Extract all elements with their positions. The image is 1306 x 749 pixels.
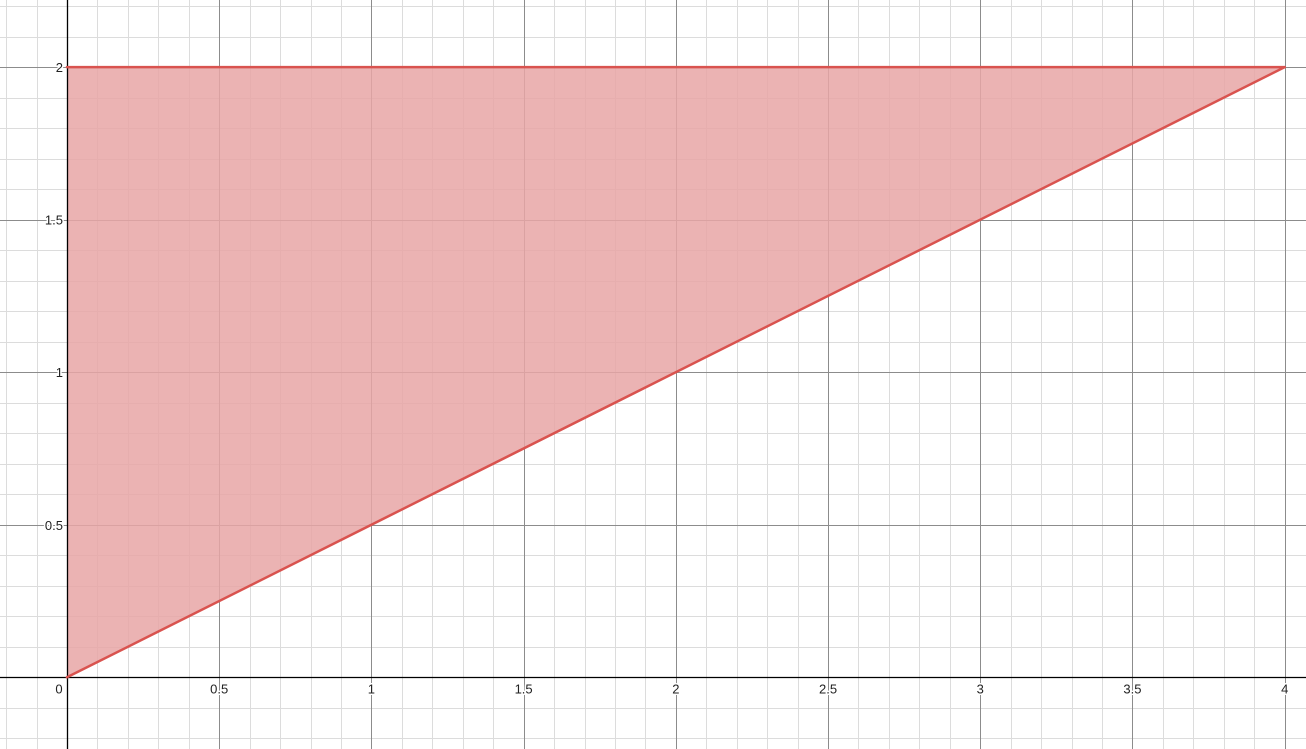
series-line-1 (65, 65, 1286, 679)
x-tick-label: 1 (368, 681, 375, 696)
y-tick-label: 2 (56, 60, 63, 75)
y-tick-labels: 0.5 1 1.5 2 (43, 59, 64, 535)
x-tick-labels: 0 0.5 1 1.5 2 2.5 3 3.5 4 (54, 680, 1290, 698)
y-tick-label: 1.5 (45, 213, 63, 228)
series-lines (65, 65, 1286, 679)
x-tick-label: 2 (672, 681, 679, 696)
x-tick-label: 3.5 (1123, 681, 1141, 696)
x-tick-label: 2.5 (819, 681, 837, 696)
y-tick-label: 0.5 (45, 518, 63, 533)
x-tick-label: 0 (55, 681, 62, 696)
x-tick-label: 4 (1281, 681, 1288, 696)
x-tick-label: 3 (977, 681, 984, 696)
x-tick-label: 1.5 (515, 681, 533, 696)
y-tick-label: 1 (56, 365, 63, 380)
x-tick-label: 0.5 (210, 681, 228, 696)
